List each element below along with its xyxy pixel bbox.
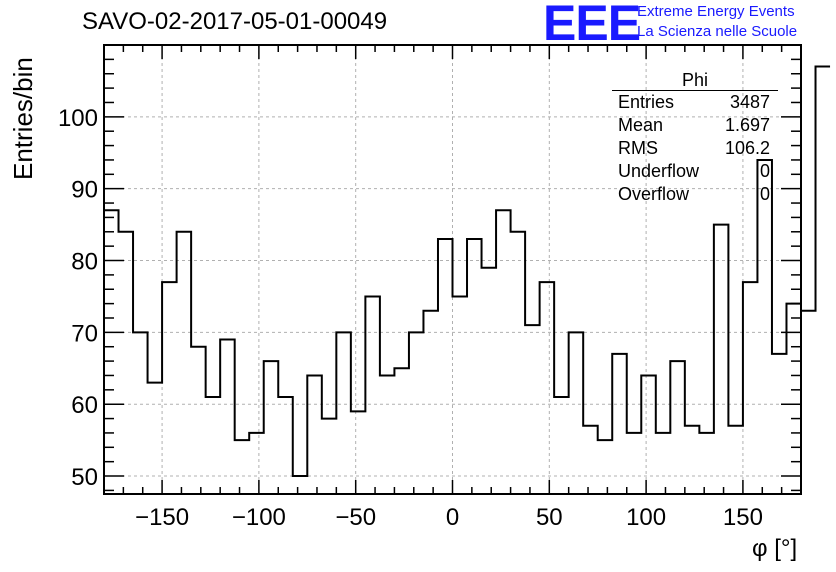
- y-tick-label: 50: [71, 464, 98, 491]
- y-tick-label: 90: [71, 177, 98, 204]
- x-tick-label: 100: [626, 504, 666, 531]
- stats-row-mean: Mean 1.697: [612, 114, 778, 137]
- stats-value: 3487: [729, 92, 770, 112]
- stats-label: Underflow: [618, 161, 700, 181]
- eee-logo: EEE: [543, 0, 641, 51]
- y-tick-label: 100: [58, 105, 98, 132]
- y-tick-label: 60: [71, 392, 98, 419]
- histogram-line: [104, 65, 831, 478]
- stats-value: 106.2: [724, 138, 770, 158]
- y-tick-label: 80: [71, 249, 98, 276]
- stats-label: Entries: [618, 92, 675, 112]
- stats-label: Mean: [618, 115, 664, 135]
- stats-row-rms: RMS 106.2: [612, 137, 778, 160]
- x-tick-label: 0: [446, 504, 459, 531]
- logo-tagline-1: Extreme Energy Events: [637, 3, 795, 20]
- stats-box: Phi Entries 3487 Mean 1.697 RMS 106.2 Un…: [612, 70, 778, 206]
- stats-label: Overflow: [618, 184, 690, 204]
- chart-title: SAVO-02-2017-05-01-00049: [82, 8, 388, 35]
- x-axis-label: φ [°]: [752, 535, 798, 562]
- tick-labels: −150 −100 −50 0 50 100 150 50 60 70 80 90 100: [58, 105, 763, 531]
- stats-row-underflow: Underflow 0: [612, 160, 778, 183]
- stats-value: 0: [759, 184, 770, 204]
- axis-ticks: [103, 45, 802, 494]
- y-tick-label: 70: [71, 320, 98, 347]
- x-tick-label: −100: [232, 504, 286, 531]
- stats-row-entries: Entries 3487: [612, 91, 778, 114]
- stats-value: 1.697: [724, 115, 770, 135]
- x-tick-label: −150: [135, 504, 189, 531]
- x-tick-label: 50: [536, 504, 563, 531]
- stats-row-overflow: Overflow 0: [612, 183, 778, 206]
- stats-value: 0: [759, 161, 770, 181]
- stats-title: Phi: [612, 70, 778, 91]
- grid-lines: [104, 45, 801, 494]
- logo-tagline-2: La Scienza nelle Scuole: [637, 23, 798, 40]
- y-axis-label: Entries/bin: [8, 57, 38, 180]
- x-tick-label: 150: [723, 504, 763, 531]
- x-tick-label: −50: [335, 504, 376, 531]
- stats-label: RMS: [618, 138, 658, 158]
